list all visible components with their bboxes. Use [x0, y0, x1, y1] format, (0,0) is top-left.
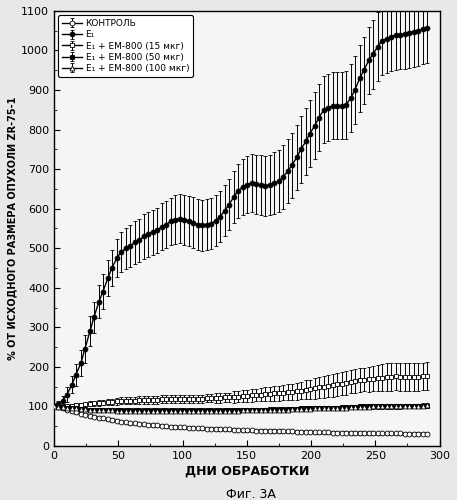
Legend: КОНТРОЛЬ, E₁, E₁ + EM-800 (15 мкг), E₁ + EM-800 (50 мкг), E₁ + EM-800 (100 мкг): КОНТРОЛЬ, E₁, E₁ + EM-800 (15 мкг), E₁ +…	[58, 16, 193, 76]
Y-axis label: % ОТ ИСХОДНОГО РАЗМЕРА ОПУХОЛИ ZR-75-1: % ОТ ИСХОДНОГО РАЗМЕРА ОПУХОЛИ ZR-75-1	[7, 97, 17, 360]
X-axis label: ДНИ ОБРАБОТКИ: ДНИ ОБРАБОТКИ	[185, 465, 309, 478]
Text: Фиг. 3А: Фиг. 3А	[226, 488, 276, 500]
